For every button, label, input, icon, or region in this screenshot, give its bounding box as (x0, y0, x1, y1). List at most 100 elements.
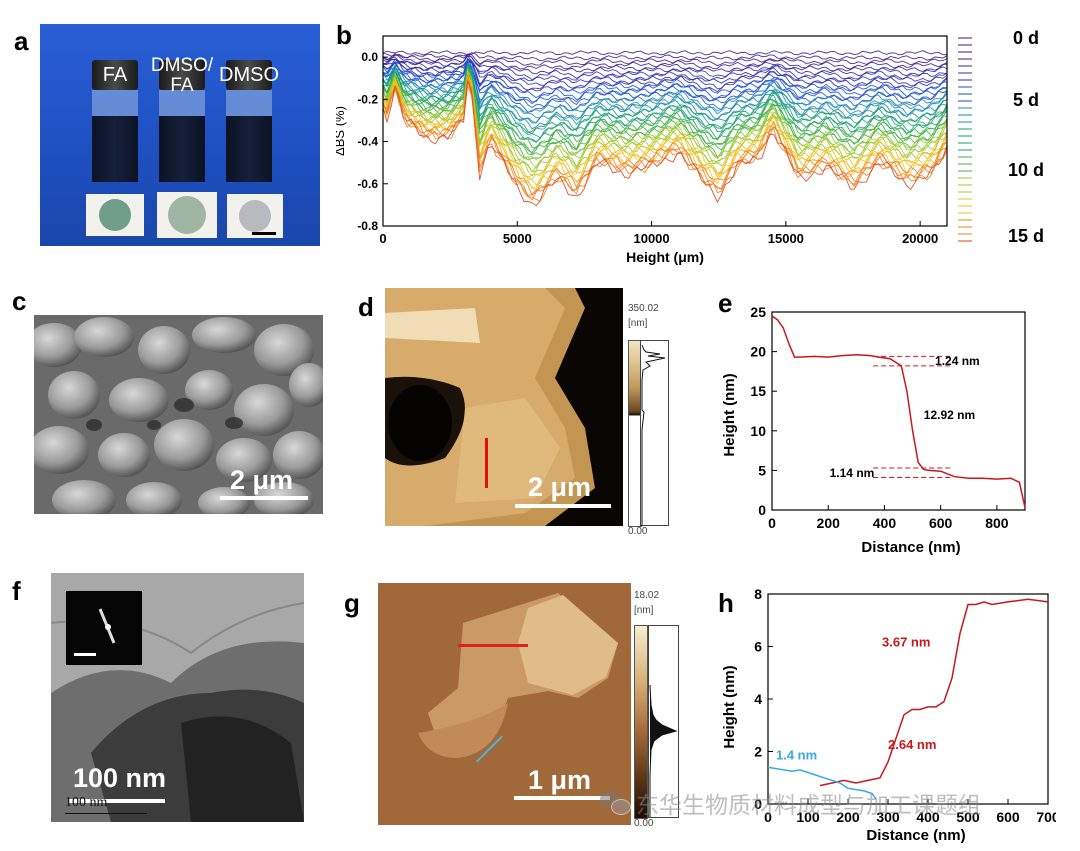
tem-image: 100 nm 100 nm (51, 573, 304, 822)
chart-h-series (767, 598, 1049, 800)
chartH-xtick-label: 600 (996, 809, 1020, 825)
vials-graphic (86, 60, 283, 238)
sem-texture (34, 315, 323, 514)
chart-e-annotations: 1.24 nm 12.92 nm 1.14 nm (830, 354, 980, 480)
chart-b-series-line (382, 53, 948, 75)
panel-label-e: e (718, 288, 733, 318)
chart-b-xtick-label: 0 (379, 231, 386, 246)
chartH-line (819, 598, 1049, 787)
chart-b-ylabel: ΔBS (%) (336, 106, 347, 156)
colorbar-g-bottom: 0.00 (634, 818, 654, 829)
chart-b-series-line (382, 63, 948, 119)
vial-3 (226, 60, 272, 182)
chartE-ytick-label: 0 (758, 502, 766, 518)
chartH-ytick-label: 8 (754, 586, 762, 602)
film-disk-fa (99, 199, 131, 231)
panel-label-a: a (14, 26, 29, 56)
chart-b-series-line (382, 52, 948, 62)
scale-text-g: 1 μm (528, 765, 592, 795)
vial-2 (159, 60, 205, 182)
panel-label-d: d (358, 292, 374, 322)
panel-label-g: g (344, 588, 360, 618)
chart-b-series-line (382, 58, 948, 86)
scale-text-f: 100 nm (73, 763, 167, 793)
panel-label-b: b (336, 20, 352, 50)
profile-line-g-red (458, 644, 528, 647)
chart-b-series-line (382, 61, 948, 109)
chartH-xtick-label: 400 (916, 809, 940, 825)
histogram-g (648, 625, 679, 818)
chart-b-legend: 0 d 5 d 10 d 15 d (958, 28, 1044, 246)
chart-b: 0 5000 10000 15000 200000.0-0.2-0.4-0.6-0.8 … (336, 28, 1044, 265)
chart-h-annotation-2: 2.64 nm (888, 737, 936, 752)
chart-h-axes: 0 100 200 300 400 500 600 700 0 2 4 6 8 (754, 586, 1056, 825)
scale-bar-c (220, 496, 308, 500)
wechat-icon (600, 791, 631, 815)
chartE-xtick-label: 400 (873, 515, 897, 531)
chart-h: 0 100 200 300 400 500 600 700 0 2 4 6 8 1.4 nm 2.64 n… (721, 586, 1056, 844)
film-disk-dmso (239, 200, 271, 232)
chartH-ytick-label: 4 (754, 691, 762, 707)
chart-b-ytick-label: -0.4 (357, 135, 378, 149)
chart-b-legend-label: 0 d (1013, 28, 1039, 48)
vial-photo: FA DMSO/ FA DMSO (40, 24, 320, 246)
chart-b-series-line (382, 80, 948, 207)
film-disk-mix (168, 196, 206, 234)
scale-bar-f-small (65, 813, 147, 814)
chart-b-series-line (382, 54, 948, 67)
chartH-xtick-label: 100 (796, 809, 820, 825)
afm-image-d: 2 μm (385, 288, 623, 526)
watermark-text: 东华生物质材料成型与加工课题组 (636, 793, 981, 819)
chart-b-series (382, 50, 948, 207)
panel-label-h: h (718, 588, 734, 618)
chart-b-series-line (382, 68, 948, 139)
chartH-xtick-label: 700 (1036, 809, 1056, 825)
watermark: 东华生物质材料成型与加工课题组 (600, 786, 981, 820)
chartH-xtick-label: 300 (876, 809, 900, 825)
chartE-ytick-label: 5 (758, 462, 766, 478)
chartE-ytick-label: 15 (750, 383, 766, 399)
chart-b-ytick-label: -0.6 (357, 177, 378, 191)
chart-b-ytick-label: -0.2 (357, 92, 378, 106)
chart-b-series-line (382, 62, 948, 130)
chart-b-xtick-label: 20000 (902, 231, 938, 246)
chart-b-axes: 0 5000 10000 15000 20000 0.0 -0.2 -0.4 -0.6 -0.8 (357, 50, 938, 246)
chartE-xtick-label: 600 (929, 515, 953, 531)
chart-b-series-line (382, 57, 948, 99)
scale-bar-g (514, 796, 610, 800)
saed-inset (66, 591, 142, 665)
chart-h-xlabel: Distance (nm) (866, 827, 965, 844)
chart-e-annotation-2: 12.92 nm (924, 408, 975, 422)
chartH-ytick-label: 6 (754, 639, 762, 655)
chart-b-frame (382, 35, 948, 227)
chart-e-annotation-3: 1.14 nm (830, 466, 875, 480)
chart-b-series-line (382, 79, 948, 202)
chart-b-legend-label: 5 d (1013, 90, 1039, 110)
chartE-ytick-label: 10 (750, 423, 766, 439)
vial-label-dmso: DMSO (219, 64, 279, 86)
afm-g-texture (378, 583, 631, 825)
chart-b-series-line (382, 71, 948, 156)
chartE-frame (771, 311, 1026, 511)
colorbar-g-unit: [nm] (634, 605, 654, 616)
chart-e-series (771, 315, 1026, 508)
colorbar-g-top: 18.02 (634, 590, 660, 601)
chart-b-ytick-label: 0.0 (361, 50, 378, 64)
chart-b-series-line (382, 50, 947, 56)
panel-label-f: f (12, 576, 21, 606)
chart-b-legend-label: 10 d (1008, 160, 1044, 180)
chart-e-annotation-1: 1.24 nm (935, 354, 980, 368)
sem-image: 2 μm (34, 315, 323, 514)
chartE-ytick-label: 20 (750, 344, 766, 360)
panel-label-c: c (12, 286, 27, 316)
chart-b-series-line (382, 60, 948, 91)
chartE-xtick-label: 800 (985, 515, 1009, 531)
chartE-ytick-label: 25 (750, 304, 766, 320)
chartH-xtick-label: 500 (956, 809, 980, 825)
chartH-ytick-label: 2 (754, 744, 762, 760)
chart-b-xtick-label: 15000 (768, 231, 804, 246)
chartH-xtick-label: 200 (836, 809, 860, 825)
afm-d-texture (385, 288, 623, 526)
chart-b-xtick-label: 5000 (503, 231, 532, 246)
profile-line-d (485, 438, 488, 488)
